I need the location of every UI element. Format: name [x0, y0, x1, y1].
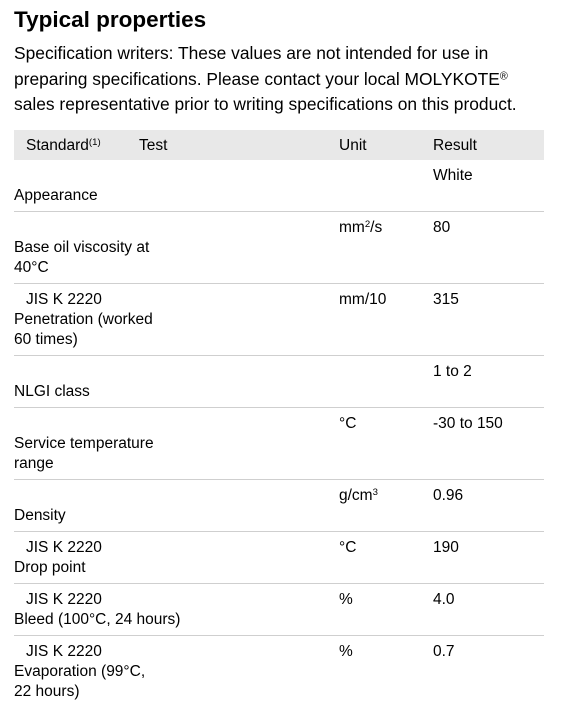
cell-unit-superscript: 2: [364, 219, 371, 231]
cell-result: 80: [433, 219, 451, 236]
header-test: Test: [139, 137, 168, 154]
cell-test-line: Evaporation (99°C,: [14, 663, 146, 680]
cell-standard: JIS K 2220: [26, 591, 102, 608]
cell-unit-base: %: [339, 591, 353, 608]
header-result: Result: [433, 137, 477, 154]
disclaimer-line: preparing specifications. Please contact…: [14, 67, 559, 93]
cell-unit: %: [339, 642, 429, 662]
table-row: NLGI class 1 to 2: [14, 356, 544, 408]
disclaimer-line: sales representative prior to writing sp…: [14, 94, 517, 114]
cell-test-line: range: [14, 455, 54, 472]
table-header-row: Standard(1) Test Unit Result: [14, 130, 544, 160]
disclaimer-line-text: preparing specifications. Please contact…: [14, 68, 500, 89]
header-unit: Unit: [339, 137, 367, 154]
header-standard-label: Standard: [26, 137, 89, 154]
cell-result: 4.0: [433, 591, 455, 608]
cell-unit-base: mm: [339, 219, 365, 236]
cell-result: -30 to 150: [433, 415, 503, 432]
cell-test-line: NLGI class: [14, 383, 90, 400]
cell-test: NLGI class: [14, 382, 544, 402]
cell-test-line: Penetration (worked: [14, 311, 153, 328]
cell-unit-base: g/cm: [339, 487, 373, 504]
cell-test-line: Service temperature: [14, 435, 154, 452]
cell-result: 1 to 2: [433, 363, 472, 380]
table-row: Appearance White: [14, 160, 544, 212]
table-row: JIS K 2220 Bleed (100°C, 24 hours)% 4.0: [14, 584, 544, 636]
cell-unit-base: %: [339, 643, 353, 660]
cell-result: White: [433, 167, 473, 184]
cell-unit: g/cm3: [339, 486, 429, 506]
cell-unit-base: °C: [339, 539, 357, 556]
table-row: Service temperature range °C -30 to 150: [14, 408, 544, 480]
cell-test-line: Bleed (100°C, 24 hours): [14, 611, 181, 628]
cell-test: Penetration (worked 60 times): [14, 310, 544, 350]
cell-result: 0.96: [433, 487, 464, 504]
cell-unit: %: [339, 590, 429, 610]
cell-result: 0.7: [433, 643, 455, 660]
table-row: JIS K 2220 Drop point °C 190: [14, 532, 544, 584]
cell-test-line: 40°C: [14, 259, 49, 276]
registered-mark: ®: [499, 70, 508, 83]
disclaimer-line: Specification writers: These values are …: [14, 43, 489, 63]
cell-unit: °C: [339, 538, 429, 558]
cell-test-line: Appearance: [14, 187, 98, 204]
cell-result: 190: [433, 539, 459, 556]
cell-standard: JIS K 2220: [26, 539, 102, 556]
cell-unit-superscript: 3: [372, 487, 378, 499]
cell-unit-tail: /s: [370, 219, 383, 236]
cell-standard: JIS K 2220: [26, 643, 102, 660]
header-standard: Standard(1): [26, 136, 136, 156]
cell-result: 315: [433, 291, 459, 308]
cell-test-line: 22 hours): [14, 683, 80, 700]
cell-test-line: Drop point: [14, 559, 86, 576]
cell-test: Density: [14, 506, 544, 526]
cell-test: Appearance: [14, 186, 544, 206]
cell-test-line: Base oil viscosity at: [14, 239, 150, 256]
table-row: JIS K 2220 Evaporation (99°C, 22 hours)% 0.…: [14, 636, 544, 707]
cell-test-line: Density: [14, 507, 66, 524]
footnote-marker: (1): [88, 137, 101, 149]
cell-unit-base: mm/10: [339, 291, 387, 308]
table-row: Density g/cm3 0.96: [14, 480, 544, 532]
table-row: Base oil viscosity at 40°C mm2/s 80: [14, 212, 544, 284]
cell-test: Service temperature range: [14, 434, 544, 474]
cell-test-line: 60 times): [14, 331, 78, 348]
section-title: Typical properties: [14, 7, 207, 32]
specification-disclaimer: Specification writers: These values are …: [14, 41, 559, 118]
table-body: Appearance White Base oil viscosity at 40°C…: [14, 160, 544, 707]
cell-unit: mm2/s: [339, 218, 429, 238]
table-row: JIS K 2220 Penetration (worked 60 times) mm…: [14, 284, 544, 356]
cell-test: Drop point: [14, 558, 544, 578]
cell-test: Bleed (100°C, 24 hours): [14, 610, 544, 630]
cell-unit-base: °C: [339, 415, 357, 432]
cell-test: Evaporation (99°C, 22 hours): [14, 662, 544, 702]
cell-unit: mm/10: [339, 290, 429, 310]
cell-unit: °C: [339, 414, 429, 434]
cell-test: Base oil viscosity at 40°C: [14, 238, 544, 278]
cell-standard: JIS K 2220: [26, 291, 102, 308]
properties-table: Standard(1) Test Unit Result Appearance W…: [14, 130, 544, 707]
